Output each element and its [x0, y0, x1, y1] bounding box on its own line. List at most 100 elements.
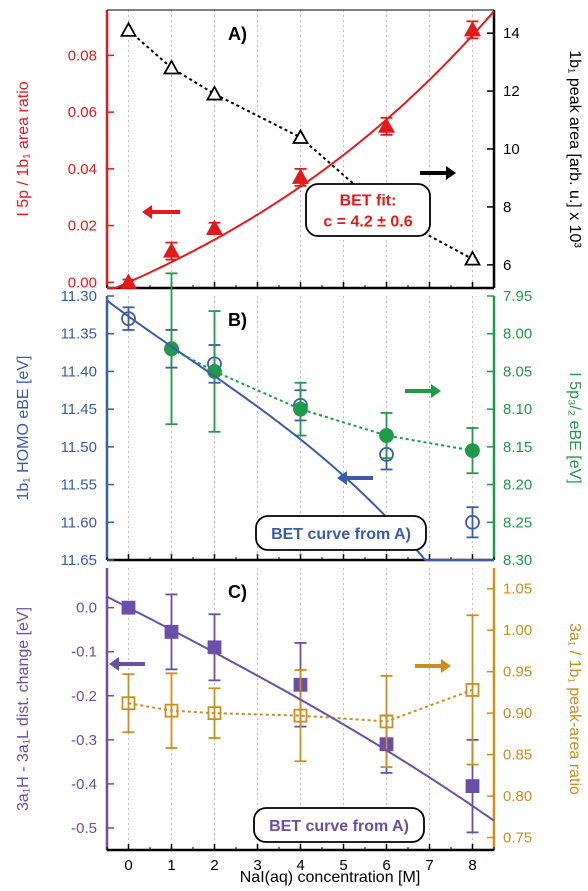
y-left-tick-label: 11.45 — [61, 401, 97, 418]
x-tick-label: 6 — [382, 857, 390, 874]
data-point — [465, 779, 480, 794]
panel-b: 11.30 11.35 11.40 11.45 11.50 11.55 11.60 11.65… — [15, 272, 583, 569]
y-right-axis-label: I 5p₃/₂ eBE [eV] — [566, 372, 583, 483]
y-right-tick-label: 7.95 — [503, 288, 532, 305]
y-right-tick-label: 0.75 — [503, 830, 532, 847]
data-point — [205, 219, 224, 235]
y-right-tick-label: 0.95 — [503, 664, 532, 681]
bet-fit-annotation — [305, 183, 431, 237]
right-axis-arrow-head — [446, 166, 456, 180]
y-right-tick-label: 8.05 — [503, 363, 532, 380]
y-left-tick-label: -0.1 — [71, 644, 97, 661]
y-left-axis-label: 3a₁H - 3a₁L dist. change [eV] — [15, 607, 32, 811]
x-tick-label: 0 — [124, 857, 132, 874]
data-point — [121, 311, 136, 327]
y-right-tick-label: 0.80 — [503, 788, 532, 805]
x-tick-label: 2 — [210, 857, 218, 874]
y-left-tick-label: 0.04 — [68, 161, 97, 178]
y-right-tick-label: 8 — [503, 199, 511, 216]
y-right-tick-label: 0.90 — [503, 705, 532, 722]
data-point — [291, 128, 310, 144]
left-axis-arrow-head — [142, 205, 152, 219]
series-line — [128, 688, 473, 723]
data-point — [291, 168, 310, 184]
bet-fit-curve — [106, 595, 495, 822]
series-1 — [121, 614, 480, 768]
series-1 — [164, 272, 480, 475]
bet-fit-curve — [107, 10, 495, 289]
y-left-tick-label: 11.60 — [61, 514, 97, 531]
y-left-axis-label: I 5p / 1b₁ area ratio — [15, 81, 32, 216]
y-right-tick-label: 8.25 — [503, 514, 532, 531]
y-left-tick-label: -0.3 — [71, 732, 97, 749]
y-left-tick-label: 11.35 — [61, 326, 97, 343]
y-right-tick-label: 8.10 — [503, 401, 532, 418]
x-tick-label: 5 — [339, 857, 347, 874]
x-tick-label: 4 — [296, 857, 304, 874]
panel-label: A) — [228, 24, 247, 44]
x-tick-label: 7 — [425, 857, 433, 874]
bet-fit-curve — [106, 299, 494, 561]
x-tick-label: 3 — [253, 857, 261, 874]
y-left-tick-label: 11.40 — [61, 363, 97, 380]
y-left-tick-label: 11.55 — [61, 477, 97, 494]
data-point — [121, 696, 136, 711]
y-left-tick-label: 11.50 — [61, 439, 97, 456]
y-right-tick-label: 0.85 — [503, 747, 532, 764]
right-axis-arrow-head — [441, 659, 451, 673]
data-point — [465, 514, 480, 530]
y-right-tick-label: 8.00 — [503, 326, 532, 343]
y-left-tick-label: -0.5 — [71, 820, 97, 837]
y-right-tick-label: 8.30 — [503, 552, 532, 569]
x-tick-label: 1 — [167, 857, 175, 874]
data-point — [293, 401, 308, 417]
y-left-axis-label: 1b₁ HOMO eBE [eV] — [15, 355, 32, 500]
bet-curve-annotation — [255, 515, 427, 551]
data-point — [465, 683, 480, 697]
panel-label: B) — [228, 310, 247, 330]
y-left-tick-label: 11.65 — [61, 552, 97, 569]
y-left-tick-label: 0.02 — [68, 218, 97, 235]
data-point — [293, 708, 308, 723]
bet-curve-annotation-text: BET curve from A) — [271, 526, 411, 543]
data-point — [377, 117, 396, 133]
data-point — [162, 242, 181, 258]
y-left-tick-label: 0.08 — [68, 47, 97, 64]
y-left-tick-label: 11.30 — [61, 288, 97, 305]
series-line — [171, 347, 473, 452]
y-right-axis-label: 3a₁ / 1b₁ peak-area ratio — [566, 623, 583, 795]
y-left-tick-label: 0.0 — [76, 600, 97, 617]
panel-a: 0.00 0.02 0.04 0.06 0.08 6 8 10 12 14 I 5p / 1b₁ a… — [15, 9, 583, 291]
bet-curve-annotation — [253, 807, 425, 843]
y-left-tick-label: -0.4 — [71, 776, 97, 793]
bet-curve-annotation-text: BET curve from A) — [269, 818, 409, 835]
y-left-tick-label: 0.06 — [68, 104, 97, 121]
y-right-tick-label: 6 — [503, 257, 511, 274]
panel-c: 0.0 -0.1 -0.2 -0.3 -0.4 -0.5 0.75 0.80 0.85 0.90 0… — [15, 568, 583, 874]
x-axis-label: NaI(aq) concentration [M] — [240, 869, 421, 886]
y-right-axis-label: 1b₁ peak area [arb. u.] x 10³ — [566, 50, 583, 248]
right-axis-arrow-head — [431, 384, 441, 398]
data-point — [205, 85, 224, 101]
data-point — [119, 21, 138, 37]
bet-fit-annotation-text: c = 4.2 ± 0.6 — [323, 214, 412, 231]
y-right-tick-label: 14 — [503, 25, 520, 42]
data-point — [379, 428, 394, 443]
y-right-tick-label: 1.00 — [503, 622, 532, 639]
y-left-tick-label: -0.2 — [71, 688, 97, 705]
y-right-tick-label: 8.15 — [503, 439, 532, 456]
y-right-tick-label: 1.05 — [503, 581, 532, 598]
data-point — [207, 706, 222, 721]
left-axis-arrow-head — [337, 471, 347, 485]
data-point — [463, 250, 482, 266]
left-axis-arrow-head — [109, 657, 119, 671]
y-right-tick-label: 8.20 — [503, 477, 532, 494]
x-tick-label: 8 — [468, 857, 476, 874]
bet-fit-annotation-text: BET fit: — [340, 193, 397, 210]
y-right-tick-label: 12 — [503, 83, 520, 100]
y-left-tick-label: 0.00 — [68, 274, 97, 291]
data-point — [379, 714, 394, 729]
data-point — [465, 443, 480, 459]
data-point — [164, 703, 179, 718]
